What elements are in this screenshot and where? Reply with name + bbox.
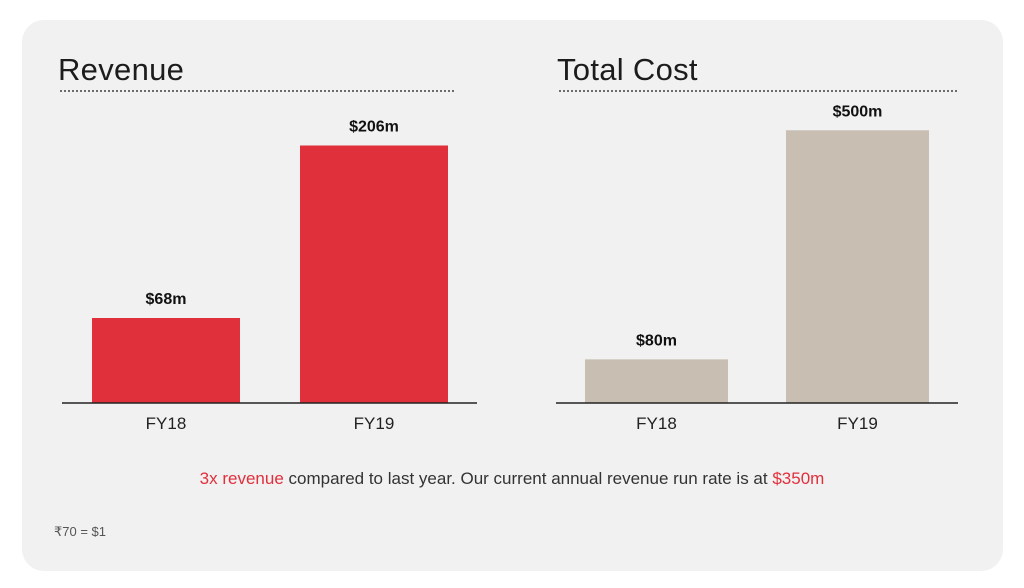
cost-tick-label-fy19: FY19 bbox=[837, 414, 878, 433]
revenue-tick-label-fy18: FY18 bbox=[146, 414, 187, 433]
currency-footnote: ₹70 = $1 bbox=[54, 524, 107, 539]
cost-bar-fy18 bbox=[585, 359, 728, 403]
caption-highlight-run-rate: $350m bbox=[772, 469, 825, 488]
revenue-value-label-fy18: $68m bbox=[146, 291, 187, 308]
caption-text: compared to last year. Our current annua… bbox=[283, 469, 773, 488]
cost-title-divider bbox=[559, 90, 957, 92]
revenue-title-divider bbox=[60, 90, 454, 92]
revenue-bar-fy19 bbox=[300, 145, 448, 403]
caption-highlight-growth: 3x revenue bbox=[199, 469, 284, 488]
summary-caption: 3x revenue compared to last year. Our cu… bbox=[0, 469, 1024, 489]
revenue-tick-label-fy19: FY19 bbox=[354, 414, 395, 433]
cost-value-label-fy18: $80m bbox=[636, 332, 677, 349]
revenue-bar-fy18 bbox=[92, 318, 240, 403]
cost-value-label-fy19: $500m bbox=[833, 103, 883, 120]
revenue-value-label-fy19: $206m bbox=[349, 119, 399, 136]
cost-tick-label-fy18: FY18 bbox=[636, 414, 677, 433]
revenue-chart-title: Revenue bbox=[58, 52, 185, 87]
cost-chart-title: Total Cost bbox=[557, 52, 698, 87]
cost-bar-fy19 bbox=[786, 130, 929, 404]
